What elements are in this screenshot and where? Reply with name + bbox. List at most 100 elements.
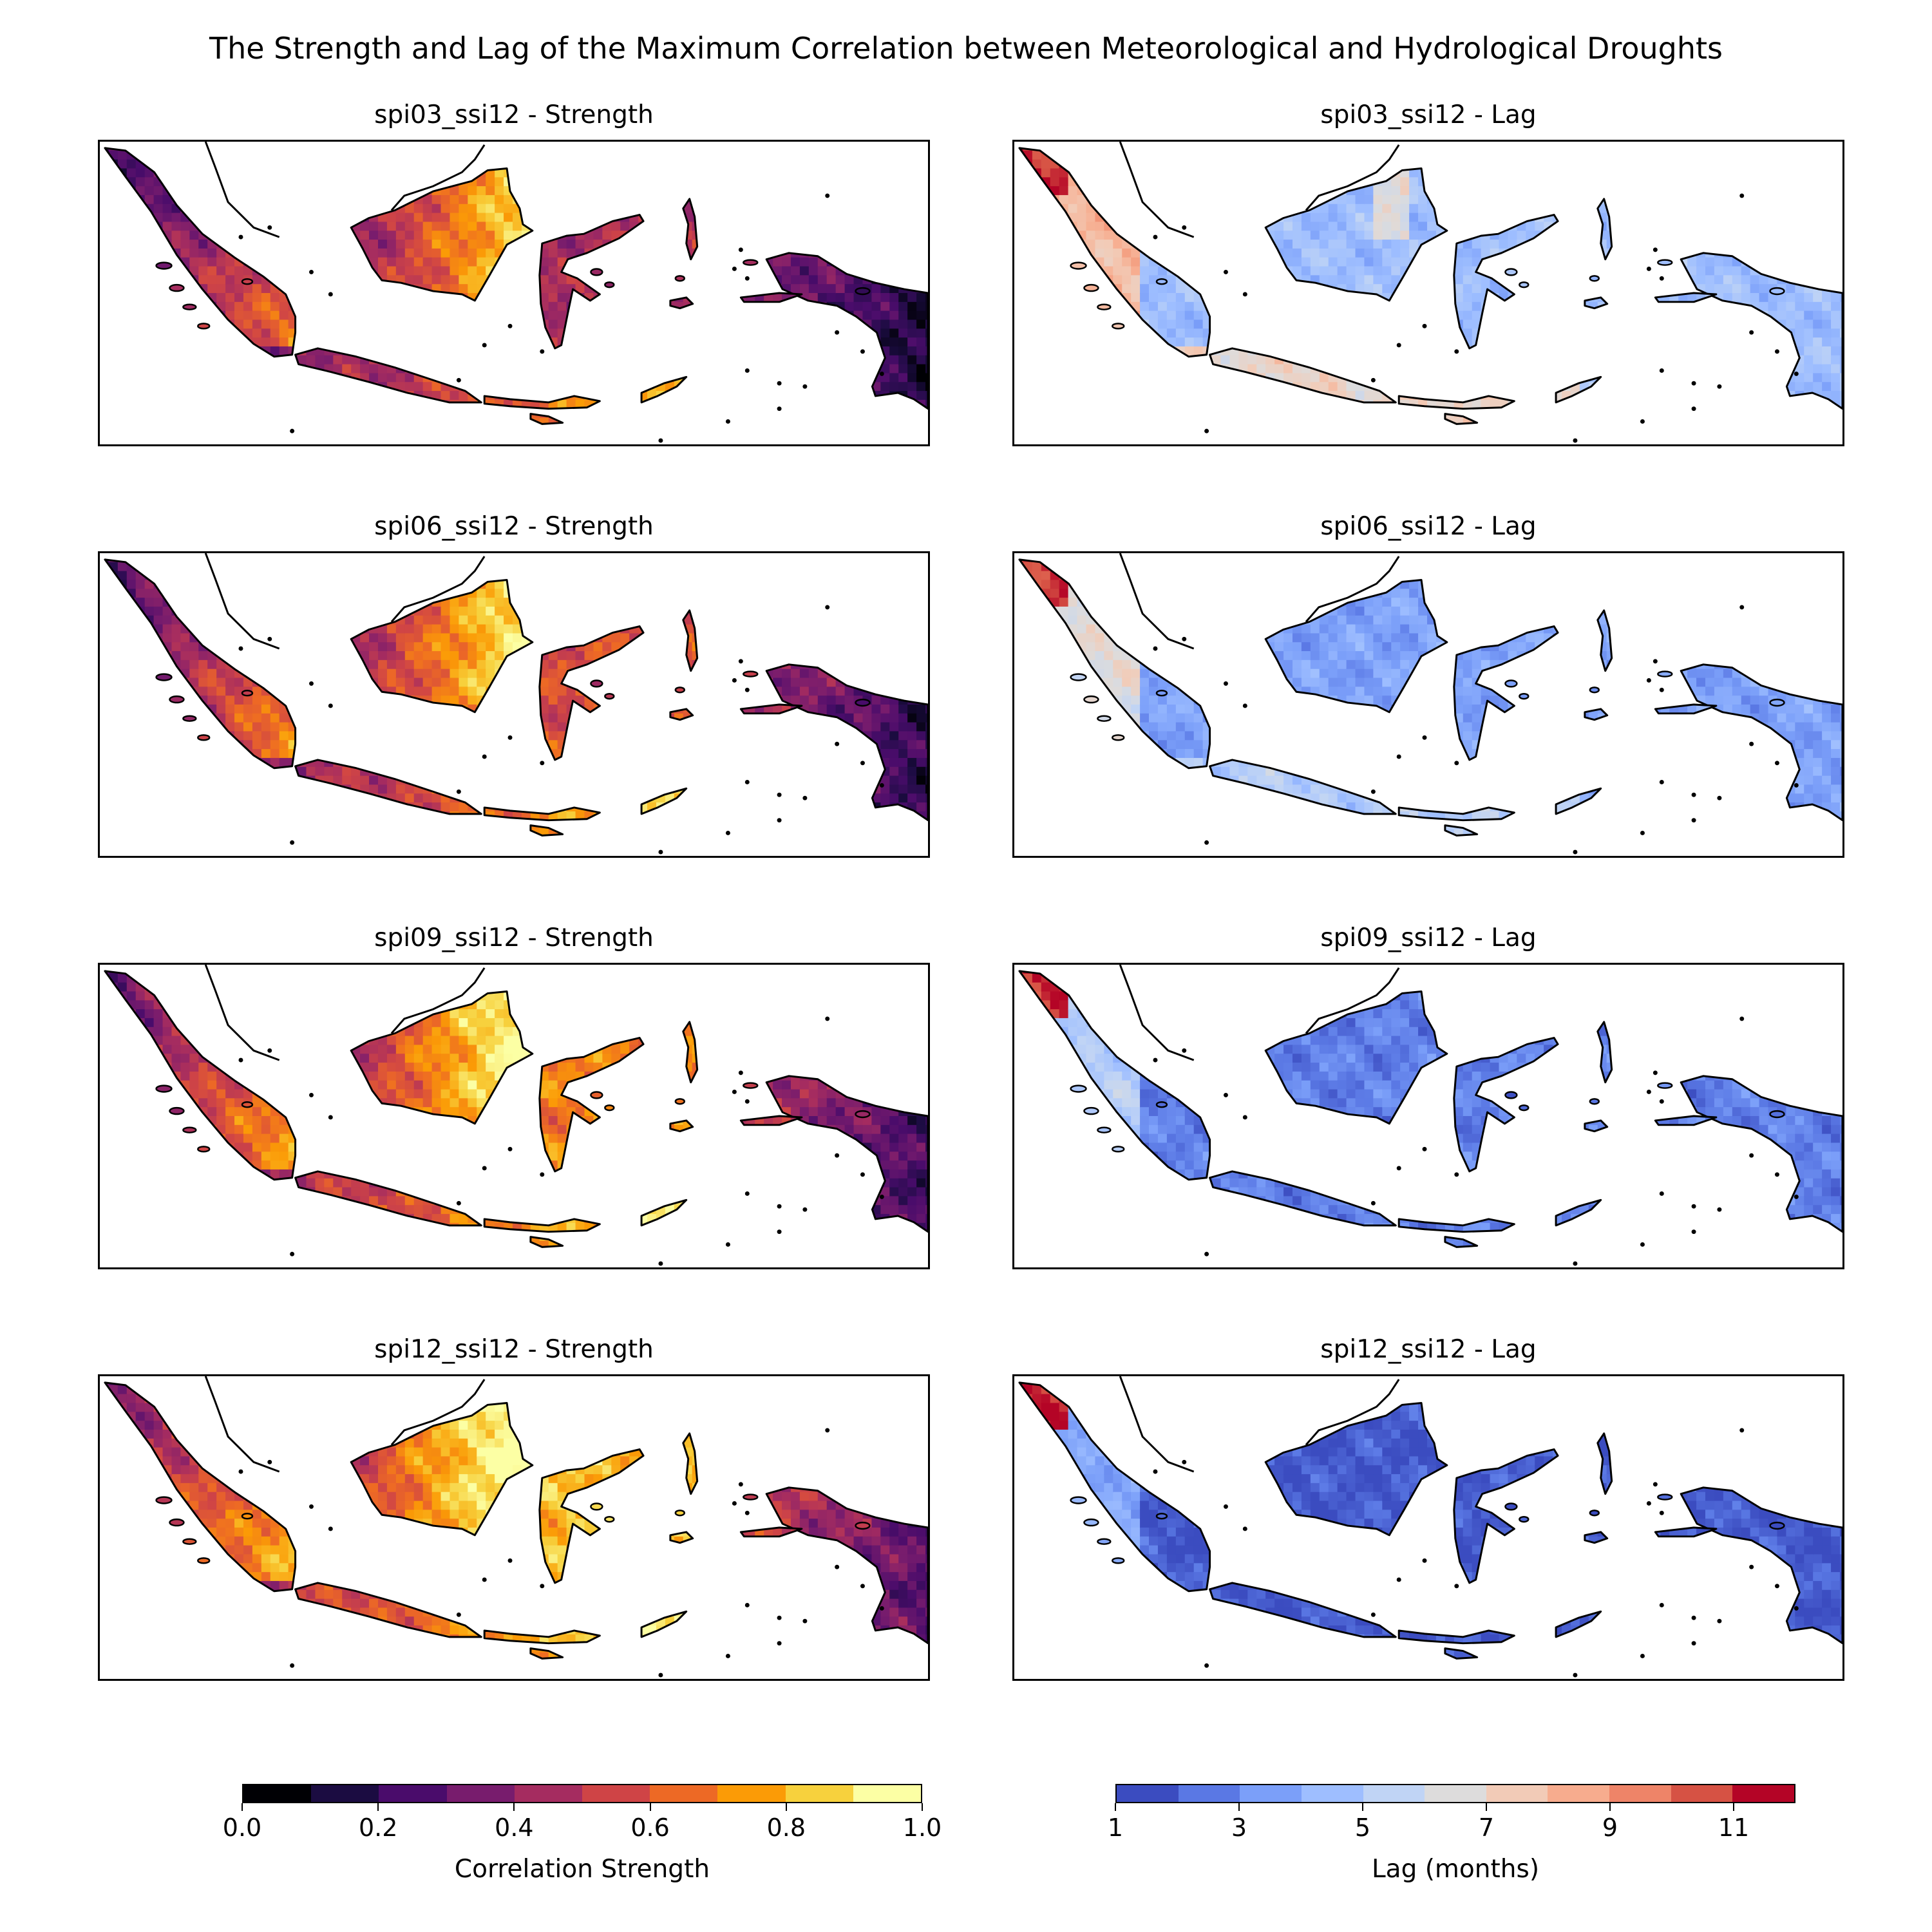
islet-dot — [1653, 247, 1658, 252]
panel-title-spi03-lag: spi03_ssi12 - Lag — [1320, 100, 1537, 129]
islet-dot — [267, 225, 272, 230]
island-field-sulawesi — [539, 626, 644, 760]
islet-dot — [1653, 659, 1658, 664]
islet-dot — [1422, 323, 1427, 328]
small-island — [1657, 259, 1673, 266]
islet-dot — [1691, 792, 1696, 797]
islet-dot — [1422, 1558, 1427, 1563]
island-field-java — [1209, 759, 1396, 814]
island-outline-sumba — [1444, 824, 1479, 837]
islet-dot — [1242, 703, 1247, 708]
island-outline-sulawesi — [1453, 214, 1559, 350]
island-outline-borneo — [350, 578, 534, 714]
small-island — [1112, 323, 1125, 330]
small-island — [855, 1521, 871, 1530]
map-panel-spi06-lag — [1012, 551, 1844, 858]
islet-dot — [777, 381, 782, 386]
islet-dot — [482, 754, 487, 759]
islet-dot — [1454, 1172, 1459, 1177]
coastline — [390, 144, 486, 211]
island-outline-sumba — [529, 1647, 564, 1660]
islet-dot — [1717, 1207, 1722, 1212]
island-outline-halmahera — [1596, 1432, 1613, 1495]
coastline — [390, 967, 486, 1034]
island-outline-sumatra — [1018, 970, 1211, 1181]
colorbar-lag-label: Lag (months) — [1371, 1855, 1540, 1884]
strength-colorbar-segment — [379, 1785, 447, 1802]
islet-dot — [835, 741, 840, 746]
islet-dot — [540, 349, 545, 354]
small-island — [1097, 715, 1112, 722]
islet-dot — [507, 1558, 513, 1563]
coastline — [1119, 553, 1195, 650]
island-outline-timor — [1555, 787, 1602, 815]
small-island — [1519, 1515, 1530, 1523]
coastline — [204, 1376, 280, 1473]
islet-dot — [1691, 1615, 1696, 1620]
islet-dot — [725, 830, 730, 835]
island-outline-bali_nt — [483, 395, 601, 410]
small-island — [1657, 1493, 1673, 1501]
island-outline-timor — [640, 1198, 688, 1227]
island-field-sumatra — [104, 971, 296, 1180]
islet-dot — [1223, 269, 1228, 274]
lag-colorbar-tick — [1733, 1803, 1734, 1811]
panel-title-spi12-lag: spi12_ssi12 - Lag — [1320, 1335, 1537, 1364]
small-island — [1112, 734, 1125, 741]
islet-dot — [1691, 818, 1696, 823]
coastline — [390, 556, 486, 623]
island-outline-java — [294, 759, 482, 815]
small-island — [743, 670, 759, 677]
small-island — [241, 278, 254, 285]
islet-dot — [1653, 1070, 1658, 1075]
islet-dot — [290, 1663, 295, 1668]
figure-title: The Strength and Lag of the Maximum Corr… — [209, 31, 1723, 66]
islet-dot — [1749, 1564, 1754, 1569]
island-outline-buru — [669, 1119, 694, 1133]
map-panel-spi12-strength — [98, 1374, 930, 1681]
island-outline-halmahera — [682, 1432, 699, 1495]
islet-dot — [1182, 1048, 1187, 1053]
small-island — [1155, 1513, 1168, 1520]
island-field-java — [295, 759, 482, 814]
islet-dot — [1370, 377, 1376, 383]
islet-dot — [1370, 789, 1376, 794]
islet-dot — [1691, 1229, 1696, 1235]
island-outline-sulawesi — [1453, 1037, 1559, 1173]
islet-dot — [456, 1200, 461, 1206]
islet-dot — [658, 1261, 663, 1266]
small-island — [155, 1496, 173, 1504]
islet-dot — [1182, 225, 1187, 230]
island-field-sumatra — [1019, 147, 1210, 357]
strength-colorbar-tick-label: 0.0 — [222, 1814, 262, 1842]
small-island — [1070, 1496, 1087, 1504]
island-field-sulawesi — [1454, 626, 1558, 760]
island-outline-bali_nt — [1397, 395, 1515, 410]
islet-dot — [267, 636, 272, 641]
panel-title-spi06-lag: spi06_ssi12 - Lag — [1320, 512, 1537, 541]
small-island — [1769, 1521, 1785, 1530]
coastline — [1119, 142, 1195, 238]
strength-colorbar-tick — [649, 1803, 651, 1811]
colorbar-strength-label: Correlation Strength — [454, 1855, 710, 1884]
lag-colorbar-segment — [1363, 1785, 1425, 1802]
islet-dot — [456, 377, 461, 383]
island-outline-sumatra — [104, 147, 297, 358]
map-svg — [104, 1376, 928, 1678]
islet-dot — [1646, 678, 1651, 683]
small-island — [1657, 670, 1673, 677]
island-field-sulawesi — [539, 1449, 644, 1583]
strength-colorbar-segment — [785, 1785, 853, 1802]
islet-dot — [308, 1504, 314, 1509]
islet-dot — [482, 1166, 487, 1171]
island-outline-seram — [739, 703, 803, 715]
island-outline-java — [1209, 347, 1397, 404]
island-outline-halmahera — [1596, 609, 1613, 672]
small-island — [590, 1091, 603, 1099]
island-outline-buru — [1584, 296, 1609, 310]
island-field-sumatra — [104, 559, 296, 768]
islet-dot — [802, 384, 808, 389]
small-island — [1589, 1510, 1600, 1517]
small-island — [1519, 692, 1530, 700]
small-island — [169, 283, 185, 292]
